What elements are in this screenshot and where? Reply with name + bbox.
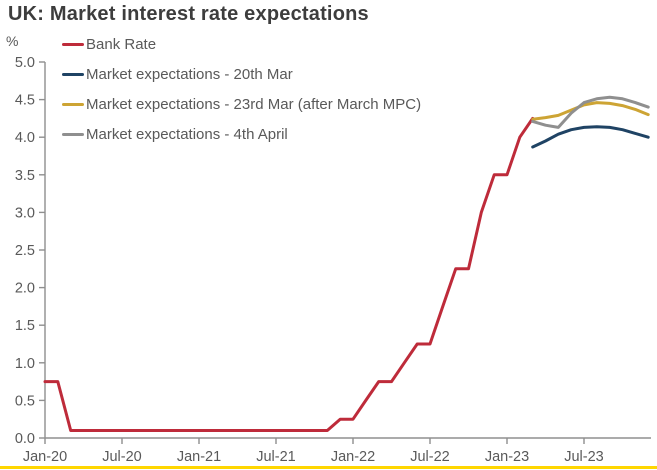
legend-label-expectations-23rd-mar: Market expectations - 23rd Mar (after Ma… [86, 96, 422, 113]
y-tick-label: 1.5 [15, 318, 35, 334]
x-tick-label: Jan-23 [485, 449, 529, 465]
x-tick-label: Jan-20 [23, 449, 67, 465]
y-tick-label: 5.0 [15, 55, 35, 71]
series-line-market-expectations-4th-april [531, 95, 650, 129]
x-tick-label: Jan-21 [177, 449, 221, 465]
legend-swatch-expectations-4th-april [62, 132, 84, 137]
y-tick-label: 3.0 [15, 205, 35, 221]
y-tick-label: 2.0 [15, 281, 35, 297]
x-tick-label: Jan-22 [331, 449, 375, 465]
y-tick-label: 2.5 [15, 243, 35, 259]
y-tick-label: 0.5 [15, 393, 35, 409]
legend-label-bank-rate: Bank Rate [86, 36, 157, 53]
series-line-bank-rate [43, 116, 535, 432]
chart-title: UK: Market interest rate expectations [8, 3, 369, 25]
legend-swatch-expectations-20th-mar [62, 72, 84, 77]
series-line-market-expectations-23rd-mar-after-march-mpc [531, 101, 650, 121]
x-tick-label: Jul-22 [410, 449, 450, 465]
legend-item-bank-rate: Bank Rate [62, 36, 421, 53]
legend-item-expectations-20th-mar: Market expectations - 20th Mar [62, 66, 421, 83]
legend-swatch-expectations-23rd-mar [62, 102, 84, 107]
y-tick-label: 4.5 [15, 93, 35, 109]
y-tick-label: 4.0 [15, 130, 35, 146]
bottom-accent-bar [0, 466, 657, 469]
legend-item-expectations-4th-april: Market expectations - 4th April [62, 126, 421, 143]
series-line-market-expectations-20th-mar [531, 125, 650, 149]
y-axis-unit-label: % [6, 33, 19, 49]
legend-swatch-bank-rate [62, 42, 84, 47]
chart-legend: Bank Rate Market expectations - 20th Mar… [62, 36, 421, 156]
legend-label-expectations-4th-april: Market expectations - 4th April [86, 126, 288, 143]
legend-item-expectations-23rd-mar: Market expectations - 23rd Mar (after Ma… [62, 96, 421, 113]
y-tick-label: 3.5 [15, 168, 35, 184]
y-tick-label: 1.0 [15, 356, 35, 372]
x-tick-label: Jul-21 [256, 449, 296, 465]
x-tick-label: Jul-20 [102, 449, 142, 465]
y-tick-label: 0.0 [15, 431, 35, 447]
x-tick-label: Jul-23 [564, 449, 604, 465]
legend-label-expectations-20th-mar: Market expectations - 20th Mar [86, 66, 293, 83]
